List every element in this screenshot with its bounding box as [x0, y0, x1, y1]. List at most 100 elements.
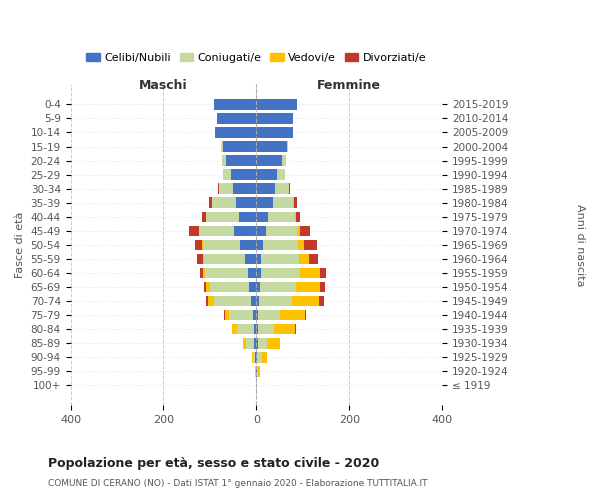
Bar: [229, 310, 253, 320]
Bar: [253, 310, 256, 320]
Bar: [223, 156, 226, 166]
Bar: [203, 254, 204, 264]
Bar: [257, 366, 258, 376]
Bar: [319, 296, 323, 306]
Bar: [204, 254, 245, 264]
Bar: [263, 240, 298, 250]
Bar: [250, 282, 256, 292]
Bar: [292, 296, 319, 306]
Bar: [251, 352, 253, 362]
Bar: [248, 268, 256, 278]
Bar: [309, 254, 317, 264]
Bar: [210, 282, 250, 292]
Bar: [239, 212, 256, 222]
Bar: [301, 268, 320, 278]
Bar: [256, 282, 260, 292]
Bar: [232, 324, 237, 334]
Bar: [254, 324, 256, 334]
Bar: [262, 352, 266, 362]
Bar: [282, 156, 286, 166]
Bar: [205, 268, 248, 278]
Bar: [203, 268, 205, 278]
Bar: [298, 240, 304, 250]
Text: COMUNE DI CERANO (NO) - Dati ISTAT 1° gennaio 2020 - Elaborazione TUTTITALIA.IT: COMUNE DI CERANO (NO) - Dati ISTAT 1° ge…: [48, 479, 427, 488]
Y-axis label: Anni di nascita: Anni di nascita: [575, 204, 585, 286]
Text: Maschi: Maschi: [139, 78, 188, 92]
Bar: [274, 324, 295, 334]
Bar: [214, 99, 256, 110]
Bar: [258, 338, 268, 348]
Bar: [268, 212, 295, 222]
Bar: [256, 170, 277, 180]
Bar: [240, 240, 256, 250]
Bar: [231, 170, 256, 180]
Bar: [272, 198, 293, 208]
Bar: [256, 324, 258, 334]
Bar: [225, 310, 229, 320]
Bar: [259, 296, 292, 306]
Bar: [256, 127, 293, 138]
Bar: [237, 324, 254, 334]
Bar: [204, 282, 206, 292]
Bar: [244, 338, 246, 348]
Bar: [304, 240, 317, 250]
Bar: [208, 296, 214, 306]
Bar: [289, 184, 290, 194]
Bar: [218, 184, 219, 194]
Bar: [245, 254, 256, 264]
Bar: [256, 156, 282, 166]
Bar: [320, 268, 326, 278]
Bar: [223, 141, 256, 152]
Bar: [280, 310, 305, 320]
Bar: [256, 352, 257, 362]
Bar: [202, 212, 206, 222]
Bar: [202, 240, 203, 250]
Bar: [256, 254, 261, 264]
Bar: [206, 212, 239, 222]
Bar: [296, 282, 320, 292]
Bar: [295, 212, 296, 222]
Bar: [299, 226, 310, 236]
Bar: [209, 198, 212, 208]
Bar: [256, 141, 287, 152]
Bar: [199, 226, 234, 236]
Bar: [256, 240, 263, 250]
Bar: [266, 226, 297, 236]
Bar: [293, 198, 295, 208]
Bar: [224, 310, 225, 320]
Bar: [268, 338, 280, 348]
Bar: [190, 226, 199, 236]
Bar: [223, 170, 231, 180]
Bar: [206, 296, 208, 306]
Bar: [251, 296, 256, 306]
Bar: [257, 352, 262, 362]
Bar: [226, 156, 256, 166]
Bar: [261, 268, 301, 278]
Bar: [214, 296, 251, 306]
Bar: [236, 198, 256, 208]
Bar: [256, 226, 266, 236]
Bar: [254, 338, 256, 348]
Bar: [256, 310, 258, 320]
Bar: [200, 268, 203, 278]
Bar: [212, 198, 236, 208]
Bar: [295, 198, 297, 208]
Bar: [221, 141, 223, 152]
Bar: [256, 338, 258, 348]
Bar: [197, 254, 203, 264]
Bar: [258, 366, 260, 376]
Bar: [234, 226, 256, 236]
Y-axis label: Fasce di età: Fasce di età: [15, 212, 25, 278]
Bar: [255, 366, 256, 376]
Text: Femmine: Femmine: [317, 78, 381, 92]
Bar: [260, 282, 296, 292]
Bar: [258, 310, 280, 320]
Bar: [194, 240, 202, 250]
Bar: [233, 184, 256, 194]
Bar: [256, 184, 275, 194]
Bar: [320, 282, 325, 292]
Bar: [256, 113, 293, 124]
Bar: [256, 212, 268, 222]
Bar: [253, 352, 256, 362]
Bar: [277, 170, 284, 180]
